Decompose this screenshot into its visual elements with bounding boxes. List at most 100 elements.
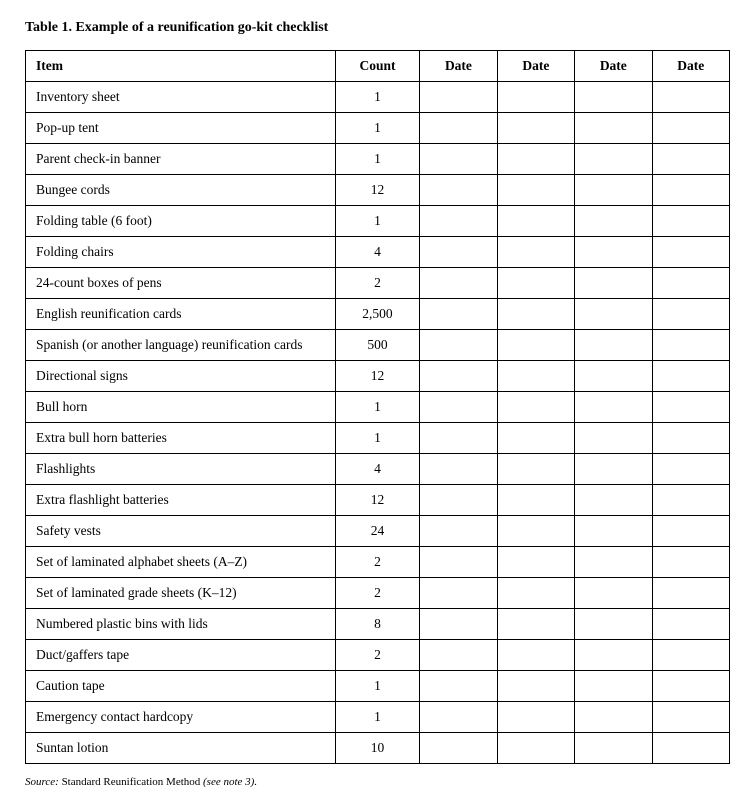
table-row: Flashlights4 [26,454,730,485]
count-cell: 10 [335,733,419,764]
count-cell: 1 [335,206,419,237]
item-cell: Pop-up tent [26,113,336,144]
table-row: Spanish (or another language) reunificat… [26,330,730,361]
date-cell [575,144,652,175]
item-cell: Directional signs [26,361,336,392]
date-cell [575,330,652,361]
date-cell [652,485,729,516]
date-cell [652,113,729,144]
date-cell [652,454,729,485]
date-cell [420,299,497,330]
date-cell [497,82,574,113]
date-cell [652,547,729,578]
date-cell [652,702,729,733]
date-cell [652,423,729,454]
count-cell: 8 [335,609,419,640]
date-cell [420,361,497,392]
item-cell: Folding chairs [26,237,336,268]
count-cell: 1 [335,392,419,423]
date-cell [497,175,574,206]
date-cell [497,609,574,640]
item-cell: Extra flashlight batteries [26,485,336,516]
date-cell [575,547,652,578]
date-cell [652,175,729,206]
item-cell: Flashlights [26,454,336,485]
date-cell [652,578,729,609]
date-cell [497,516,574,547]
date-cell [497,330,574,361]
source-line: Source: Standard Reunification Method (s… [25,776,730,788]
table-header-row: Item Count Date Date Date Date [26,51,730,82]
item-cell: 24-count boxes of pens [26,268,336,299]
date-cell [652,82,729,113]
date-cell [575,640,652,671]
date-cell [420,392,497,423]
date-cell [575,175,652,206]
date-cell [497,206,574,237]
date-cell [497,454,574,485]
date-cell [575,702,652,733]
date-cell [420,609,497,640]
table-row: Bull horn1 [26,392,730,423]
table-row: Directional signs12 [26,361,730,392]
date-cell [652,237,729,268]
item-cell: Bungee cords [26,175,336,206]
date-cell [420,671,497,702]
date-cell [420,82,497,113]
date-cell [497,578,574,609]
header-date: Date [575,51,652,82]
date-cell [575,423,652,454]
date-cell [497,392,574,423]
table-row: Folding table (6 foot)1 [26,206,730,237]
date-cell [420,330,497,361]
count-cell: 500 [335,330,419,361]
table-row: 24-count boxes of pens2 [26,268,730,299]
table-row: Folding chairs4 [26,237,730,268]
date-cell [497,237,574,268]
count-cell: 1 [335,82,419,113]
date-cell [575,516,652,547]
date-cell [420,547,497,578]
date-cell [497,423,574,454]
header-date: Date [497,51,574,82]
date-cell [420,175,497,206]
item-cell: Extra bull horn batteries [26,423,336,454]
item-cell: Folding table (6 foot) [26,206,336,237]
item-cell: Inventory sheet [26,82,336,113]
date-cell [497,702,574,733]
count-cell: 12 [335,361,419,392]
date-cell [420,485,497,516]
count-cell: 1 [335,144,419,175]
source-note: (see note 3). [203,776,257,788]
count-cell: 4 [335,454,419,485]
count-cell: 1 [335,702,419,733]
count-cell: 12 [335,485,419,516]
checklist-table: Item Count Date Date Date Date Inventory… [25,50,730,764]
count-cell: 2 [335,578,419,609]
table-row: Emergency contact hardcopy1 [26,702,730,733]
table-row: Inventory sheet1 [26,82,730,113]
date-cell [497,733,574,764]
date-cell [575,609,652,640]
date-cell [575,113,652,144]
count-cell: 2 [335,268,419,299]
date-cell [575,82,652,113]
source-text: Standard Reunification Method [62,776,201,788]
count-cell: 1 [335,113,419,144]
table-row: English reunification cards2,500 [26,299,730,330]
date-cell [652,268,729,299]
item-cell: English reunification cards [26,299,336,330]
date-cell [497,671,574,702]
date-cell [497,640,574,671]
item-cell: Safety vests [26,516,336,547]
date-cell [652,361,729,392]
count-cell: 1 [335,671,419,702]
date-cell [420,733,497,764]
date-cell [420,144,497,175]
date-cell [420,454,497,485]
item-cell: Suntan lotion [26,733,336,764]
item-cell: Set of laminated alphabet sheets (A–Z) [26,547,336,578]
date-cell [420,423,497,454]
date-cell [652,609,729,640]
table-title: Table 1. Example of a reunification go-k… [25,20,730,36]
